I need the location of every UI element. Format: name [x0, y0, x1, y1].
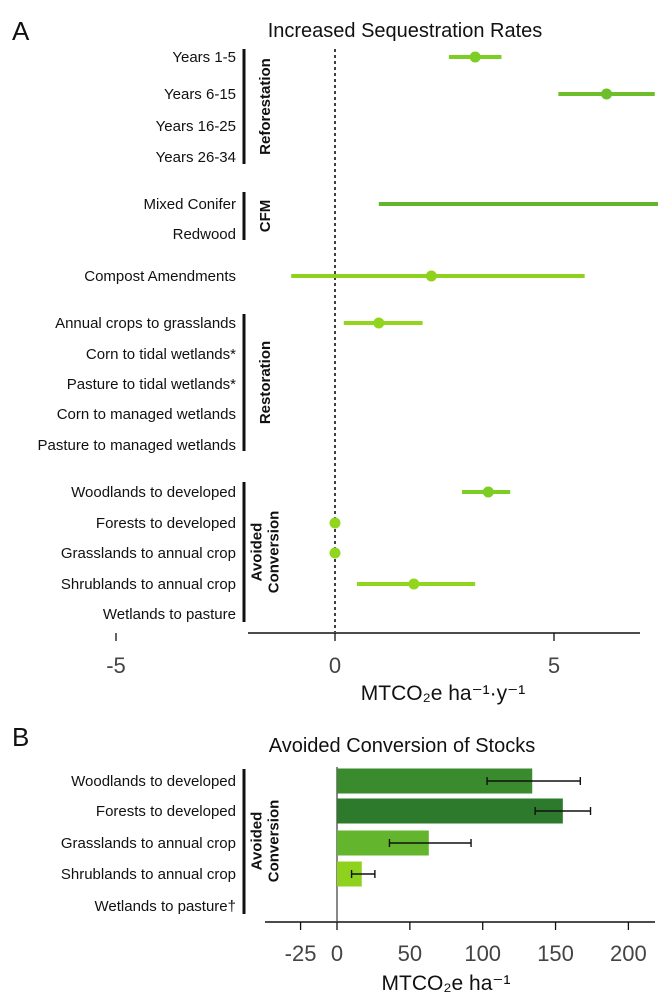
x-axis-label: MTCO₂e ha⁻¹	[382, 972, 511, 995]
row-label-mixed-conifer: Mixed Conifer	[143, 196, 236, 213]
panel-a-chart: -50510152025MTCO₂e ha⁻¹·y⁻¹Reforestation…	[38, 49, 658, 705]
group-label-avoided-conversion: Avoided	[248, 812, 265, 871]
point-annual-crops-to-grasslands	[373, 317, 385, 329]
panel-b-letter: B	[12, 722, 29, 752]
bar-label-shrublands-to-annual-crop: Shrublands to annual crop	[61, 866, 236, 883]
bar-label-wetlands-to-pasture: Wetlands to pasture†	[95, 898, 236, 915]
x-tick-label: 150	[537, 941, 574, 966]
point-years-1-5	[469, 51, 481, 63]
row-label-woodlands-to-developed: Woodlands to developed	[71, 484, 236, 501]
row-label-corn-to-tidal-wetlands: Corn to tidal wetlands*	[86, 346, 236, 363]
panel-a-letter: A	[12, 16, 30, 46]
group-label-avoided-conversion: Conversion	[265, 800, 282, 883]
row-label-forests-to-developed: Forests to developed	[96, 515, 236, 532]
bar-label-woodlands-to-developed: Woodlands to developed	[71, 773, 236, 790]
row-label-corn-to-managed-wetlands: Corn to managed wetlands	[57, 406, 236, 423]
x-tick-label: 0	[329, 653, 341, 678]
row-label-wetlands-to-pasture: Wetlands to pasture	[103, 606, 236, 623]
row-label-shrublands-to-annual-crop: Shrublands to annual crop	[61, 576, 236, 593]
x-tick-label: 200	[610, 941, 647, 966]
point-forests-to-developed	[329, 517, 341, 529]
panel-a-title: Increased Sequestration Rates	[268, 20, 543, 42]
x-tick-label: 100	[464, 941, 501, 966]
x-tick-label: 0	[331, 941, 343, 966]
point-years-6-15	[601, 88, 613, 100]
row-label-years-26-34: Years 26-34	[156, 149, 236, 166]
row-label-redwood: Redwood	[173, 226, 236, 243]
panel-b-title: Avoided Conversion of Stocks	[269, 735, 535, 757]
point-woodlands-to-developed	[482, 486, 494, 498]
point-grasslands-to-annual-crop	[329, 547, 341, 559]
group-label-cfm: CFM	[257, 200, 274, 233]
x-tick-label: -5	[106, 653, 126, 678]
row-label-pasture-to-managed-wetlands: Pasture to managed wetlands	[38, 437, 236, 454]
bar-label-forests-to-developed: Forests to developed	[96, 803, 236, 820]
x-tick-label: 5	[548, 653, 560, 678]
group-label-restoration: Restoration	[257, 341, 274, 424]
x-axis-label: MTCO₂e ha⁻¹·y⁻¹	[361, 682, 526, 705]
point-shrublands-to-annual-crop	[408, 578, 420, 590]
bar-label-grasslands-to-annual-crop: Grasslands to annual crop	[61, 835, 236, 852]
row-label-years-16-25: Years 16-25	[156, 118, 236, 135]
group-label-avoided-conversion: Avoided	[248, 523, 265, 582]
row-label-years-6-15: Years 6-15	[164, 86, 236, 103]
point-compost-amendments	[425, 270, 437, 282]
panel-b-chart: -25 0 50 100 150 200 MTCO₂e ha⁻¹ Avoided Convers…	[61, 767, 655, 995]
row-label-pasture-to-tidal-wetlands: Pasture to tidal wetlands*	[67, 376, 236, 393]
row-label-years-1-5: Years 1-5	[172, 49, 236, 66]
bar-forests-to-developed	[337, 798, 563, 824]
x-tick-label: 50	[398, 941, 422, 966]
group-label-avoided-conversion: Conversion	[265, 511, 282, 594]
row-label-annual-crops-to-grasslands: Annual crops to grasslands	[55, 315, 236, 332]
row-label-compost-amendments: Compost Amendments	[84, 268, 236, 285]
group-label-reforestation: Reforestation	[257, 58, 274, 155]
row-label-grasslands-to-annual-crop: Grasslands to annual crop	[61, 545, 236, 562]
x-tick-label: -25	[285, 941, 317, 966]
